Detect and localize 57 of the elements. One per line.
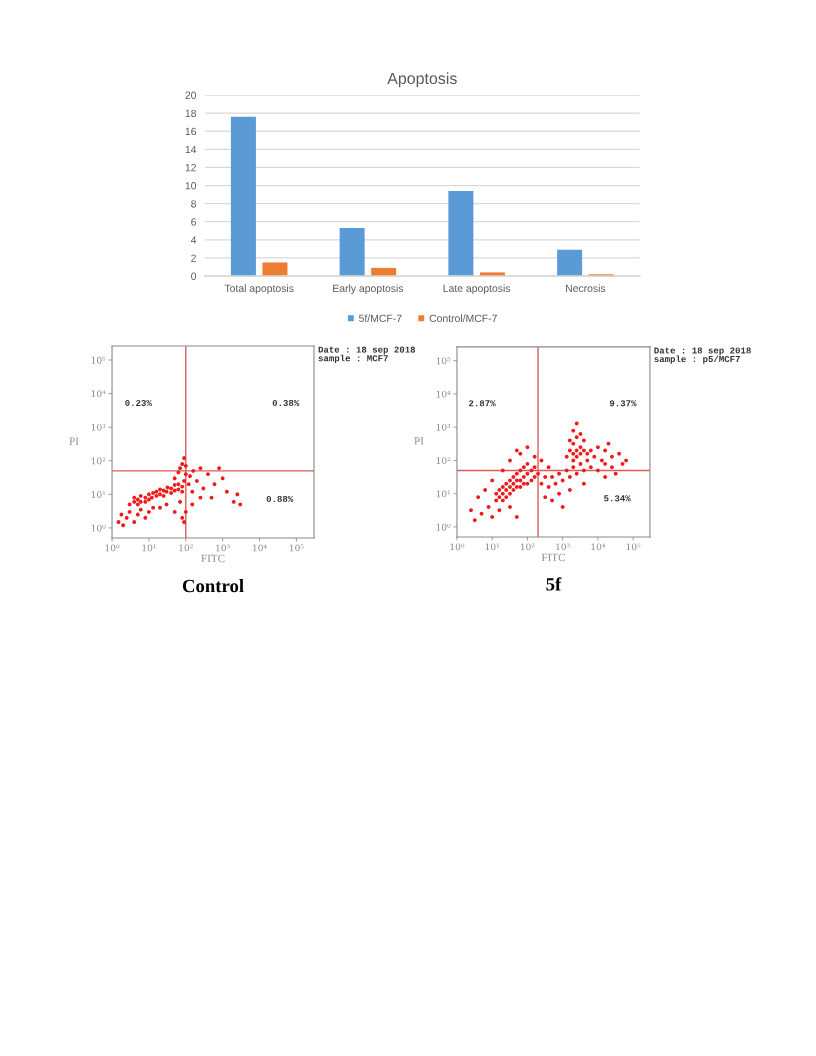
annotation: 0.38% <box>272 399 300 407</box>
text: 5f <box>546 577 562 591</box>
y-tick-label: 10² <box>91 457 106 465</box>
legend-label: Control/MCF-7 <box>429 314 497 323</box>
annotation: 9.37% <box>609 400 637 407</box>
y-tick-label: 18 <box>185 109 197 118</box>
y-tick-label: 10⁵ <box>436 357 451 365</box>
x-tick-label: 10¹ <box>485 543 500 551</box>
legend-label: 5f/MCF-7 <box>359 314 402 323</box>
x-tick-label: 10³ <box>216 544 230 552</box>
text: Control <box>182 579 244 593</box>
y-tick-label: 16 <box>185 127 197 136</box>
y-tick-label: 8 <box>191 200 197 208</box>
y-tick-label: 10³ <box>436 423 451 431</box>
text: Date : 18 sep 2018 <box>318 346 416 355</box>
x-tick-label: Late apoptosis <box>443 284 511 295</box>
annotation: 2.87% <box>469 400 496 407</box>
x-tick-label: 10⁴ <box>591 543 606 551</box>
y-tick-label: 10³ <box>91 423 106 431</box>
x-tick-label: 10³ <box>556 543 570 551</box>
x-tick-label: Total apoptosis <box>224 284 294 295</box>
y-axis-title: PI <box>414 437 424 445</box>
text: sample : p5/MCF7 <box>654 355 740 364</box>
y-tick-label: 2 <box>191 254 196 262</box>
y-tick-label: 10⁰ <box>91 524 106 532</box>
y-tick-label: 10⁴ <box>436 390 451 398</box>
x-tick-label: Necrosis <box>565 284 606 293</box>
annotation: 5.34% <box>604 495 631 502</box>
x-tick-label: 10⁴ <box>253 544 267 552</box>
y-axis-title: PI <box>69 437 79 445</box>
y-tick-label: 10¹ <box>91 491 106 498</box>
chart-title: Apoptosis <box>387 72 457 88</box>
y-tick-label: 0 <box>191 272 197 280</box>
y-tick-label: 12 <box>185 163 196 172</box>
y-tick-label: 10⁴ <box>91 390 106 398</box>
y-tick-label: 10⁵ <box>91 356 106 364</box>
y-tick-label: 20 <box>185 91 197 99</box>
annotation: 0.88% <box>266 495 294 503</box>
y-tick-label: 10² <box>436 457 451 465</box>
y-tick-label: 10¹ <box>436 490 451 498</box>
x-tick-label: 10⁵ <box>289 544 304 552</box>
x-axis-title: FITC <box>201 554 225 563</box>
text: Date : 18 sep 2018 <box>654 347 751 356</box>
x-axis-title: FITC <box>541 553 565 562</box>
annotation: 0.23% <box>125 399 152 407</box>
x-tick-label: 10⁵ <box>626 543 641 551</box>
y-tick-label: 10 <box>185 182 197 190</box>
x-tick-label: 10¹ <box>142 544 156 552</box>
text: sample : MCF7 <box>318 354 388 364</box>
x-tick-label: 10² <box>520 543 535 551</box>
x-tick-label: 10⁰ <box>450 543 465 551</box>
y-tick-label: 10⁰ <box>436 523 451 531</box>
y-tick-label: 6 <box>191 218 197 226</box>
y-tick-label: 14 <box>185 145 197 154</box>
x-tick-label: 10⁰ <box>105 544 120 552</box>
y-tick-label: 4 <box>190 236 197 244</box>
x-tick-label: Early apoptosis <box>333 284 404 295</box>
